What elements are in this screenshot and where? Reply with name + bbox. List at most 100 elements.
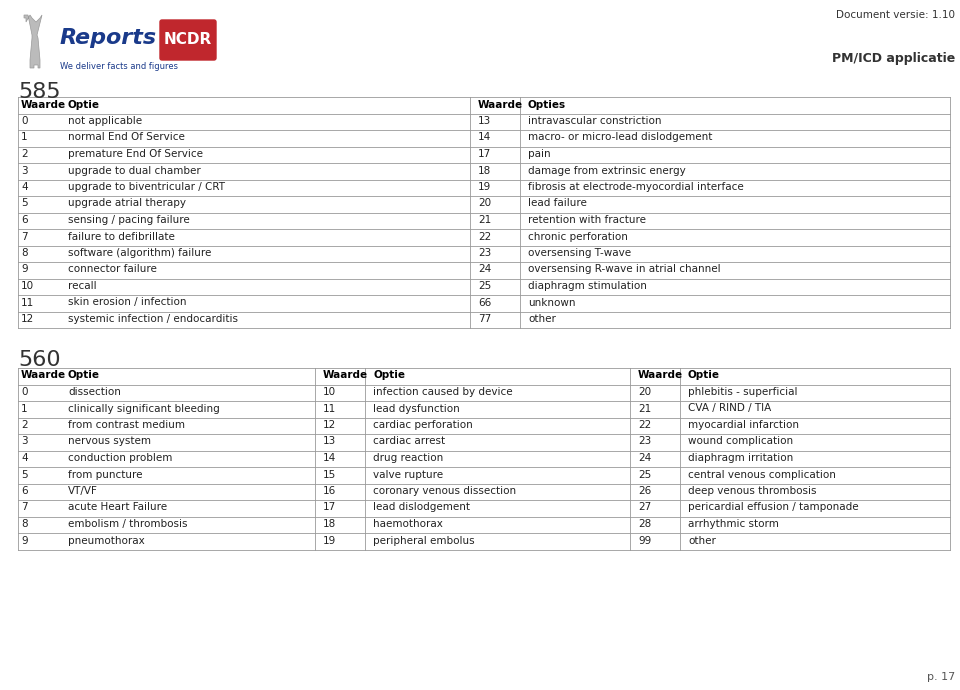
Text: 28: 28 — [638, 519, 651, 529]
Text: p. 17: p. 17 — [926, 672, 955, 682]
Text: VT/VF: VT/VF — [68, 486, 98, 496]
Text: 99: 99 — [638, 535, 651, 546]
Text: systemic infection / endocarditis: systemic infection / endocarditis — [68, 314, 238, 324]
Text: 18: 18 — [323, 519, 336, 529]
Text: wound complication: wound complication — [688, 437, 793, 446]
Text: 22: 22 — [478, 232, 492, 241]
Text: skin erosion / infection: skin erosion / infection — [68, 297, 186, 308]
Text: 10: 10 — [21, 281, 35, 291]
Text: 560: 560 — [18, 350, 60, 370]
Text: 15: 15 — [323, 469, 336, 480]
Text: 8: 8 — [21, 519, 28, 529]
Text: 18: 18 — [478, 166, 492, 175]
Text: upgrade to dual chamber: upgrade to dual chamber — [68, 166, 201, 175]
Text: 3: 3 — [21, 437, 28, 446]
FancyBboxPatch shape — [160, 20, 216, 60]
Text: cardiac perforation: cardiac perforation — [373, 420, 472, 430]
Text: peripheral embolus: peripheral embolus — [373, 535, 474, 546]
Text: infection caused by device: infection caused by device — [373, 387, 513, 397]
Text: lead failure: lead failure — [528, 199, 587, 208]
Text: Optie: Optie — [68, 371, 100, 380]
Text: macro- or micro-lead dislodgement: macro- or micro-lead dislodgement — [528, 132, 712, 143]
Text: myocardial infarction: myocardial infarction — [688, 420, 799, 430]
Text: 20: 20 — [478, 199, 492, 208]
Text: 5: 5 — [21, 199, 28, 208]
Text: Waarde: Waarde — [21, 99, 66, 110]
Text: 13: 13 — [478, 116, 492, 126]
Text: 24: 24 — [638, 453, 651, 463]
Text: 21: 21 — [478, 215, 492, 225]
Text: not applicable: not applicable — [68, 116, 142, 126]
Text: Document versie: 1.10: Document versie: 1.10 — [836, 10, 955, 20]
Text: pericardial effusion / tamponade: pericardial effusion / tamponade — [688, 502, 858, 513]
Text: arrhythmic storm: arrhythmic storm — [688, 519, 779, 529]
Text: NCDR: NCDR — [164, 32, 212, 48]
Text: 9: 9 — [21, 535, 28, 546]
Text: failure to defibrillate: failure to defibrillate — [68, 232, 175, 241]
Text: 12: 12 — [21, 314, 35, 324]
Text: Opties: Opties — [528, 99, 566, 110]
Text: 25: 25 — [638, 469, 651, 480]
Text: 23: 23 — [478, 248, 492, 258]
Text: deep venous thrombosis: deep venous thrombosis — [688, 486, 817, 496]
Text: oversensing R-wave in atrial channel: oversensing R-wave in atrial channel — [528, 264, 721, 275]
Text: 8: 8 — [21, 248, 28, 258]
Text: 1: 1 — [21, 132, 28, 143]
Text: intravascular constriction: intravascular constriction — [528, 116, 661, 126]
Text: drug reaction: drug reaction — [373, 453, 444, 463]
Text: oversensing T-wave: oversensing T-wave — [528, 248, 631, 258]
Text: Optie: Optie — [688, 371, 720, 380]
Text: 11: 11 — [21, 297, 35, 308]
Text: retention with fracture: retention with fracture — [528, 215, 646, 225]
Text: 7: 7 — [21, 232, 28, 241]
Polygon shape — [24, 15, 42, 68]
Text: conduction problem: conduction problem — [68, 453, 173, 463]
Text: 14: 14 — [478, 132, 492, 143]
Text: 2: 2 — [21, 149, 28, 159]
Text: Optie: Optie — [68, 99, 100, 110]
Text: 12: 12 — [323, 420, 336, 430]
Text: Waarde: Waarde — [21, 371, 66, 380]
Text: 16: 16 — [323, 486, 336, 496]
Text: 2: 2 — [21, 420, 28, 430]
Text: from puncture: from puncture — [68, 469, 142, 480]
Text: 26: 26 — [638, 486, 651, 496]
Text: Waarde: Waarde — [323, 371, 368, 380]
Text: valve rupture: valve rupture — [373, 469, 444, 480]
Text: 21: 21 — [638, 404, 651, 413]
Text: Waarde: Waarde — [638, 371, 684, 380]
Text: embolism / thrombosis: embolism / thrombosis — [68, 519, 187, 529]
Text: pneumothorax: pneumothorax — [68, 535, 145, 546]
Text: lead dysfunction: lead dysfunction — [373, 404, 460, 413]
Text: PM/ICD applicatie: PM/ICD applicatie — [831, 52, 955, 65]
Text: 27: 27 — [638, 502, 651, 513]
Text: sensing / pacing failure: sensing / pacing failure — [68, 215, 190, 225]
Text: dissection: dissection — [68, 387, 121, 397]
Text: diaphragm irritation: diaphragm irritation — [688, 453, 793, 463]
Text: 17: 17 — [478, 149, 492, 159]
Text: 24: 24 — [478, 264, 492, 275]
Text: 585: 585 — [18, 82, 60, 102]
Text: 4: 4 — [21, 182, 28, 192]
Text: phlebitis - superficial: phlebitis - superficial — [688, 387, 798, 397]
Text: 6: 6 — [21, 215, 28, 225]
Text: pain: pain — [528, 149, 551, 159]
Text: Waarde: Waarde — [478, 99, 523, 110]
Text: 20: 20 — [638, 387, 651, 397]
Text: 17: 17 — [323, 502, 336, 513]
Text: nervous system: nervous system — [68, 437, 151, 446]
Text: upgrade to biventricular / CRT: upgrade to biventricular / CRT — [68, 182, 225, 192]
Text: software (algorithm) failure: software (algorithm) failure — [68, 248, 211, 258]
Text: 11: 11 — [323, 404, 336, 413]
Text: connector failure: connector failure — [68, 264, 156, 275]
Text: unknown: unknown — [528, 297, 575, 308]
Text: damage from extrinsic energy: damage from extrinsic energy — [528, 166, 685, 175]
Text: 9: 9 — [21, 264, 28, 275]
Text: haemothorax: haemothorax — [373, 519, 443, 529]
Text: acute Heart Failure: acute Heart Failure — [68, 502, 167, 513]
Text: upgrade atrial therapy: upgrade atrial therapy — [68, 199, 186, 208]
Text: 22: 22 — [638, 420, 651, 430]
Text: 7: 7 — [21, 502, 28, 513]
Text: clinically significant bleeding: clinically significant bleeding — [68, 404, 220, 413]
Text: 13: 13 — [323, 437, 336, 446]
